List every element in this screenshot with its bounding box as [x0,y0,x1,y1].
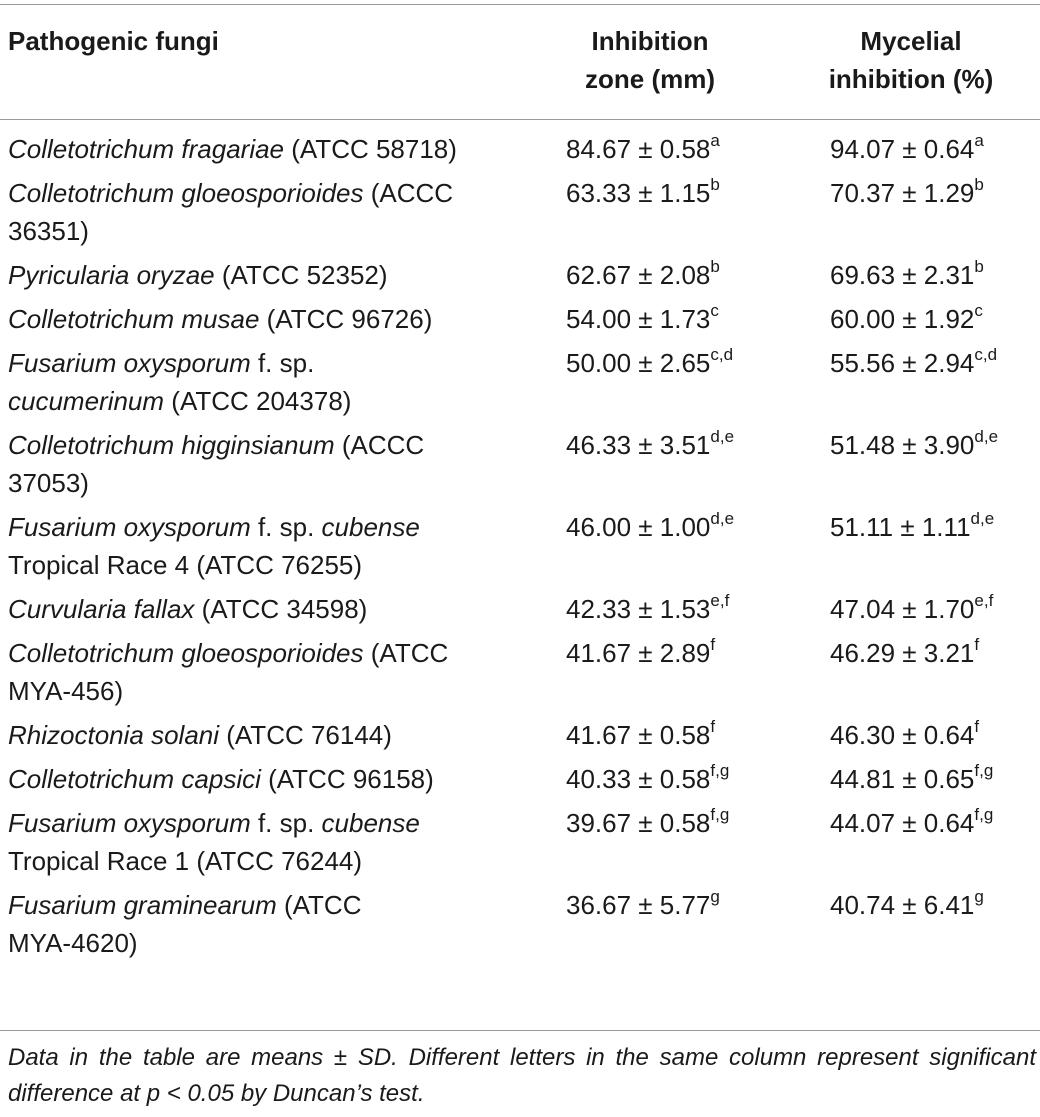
fungus-name: Fusarium oxysporum f. sp. cubense Tropica… [8,808,420,876]
zone-value: 41.67 ± 2.89f [566,635,716,668]
table-row: Fusarium graminearum (ATCC MYA-4620) 36.6… [0,884,1040,966]
table-row: Fusarium oxysporum f. sp. cubense Tropica… [0,802,1040,884]
zone-value: 63.33 ± 1.15b [566,175,720,208]
header-rule [0,119,1040,120]
mycelial-value: 51.48 ± 3.90d,e [830,427,999,460]
mycelial-value: 46.30 ± 0.64f [830,717,980,750]
table-footnote: Data in the table are means ± SD. Differ… [8,1044,1036,1107]
fungus-name: Fusarium graminearum (ATCC MYA-4620) [8,890,362,958]
fungus-name: Colletotrichum gloeosporioides (ATCC MYA-… [8,638,449,706]
fungus-name: Colletotrichum higginsianum (ACCC 37053) [8,430,425,498]
header-pathogenic-fungi: Pathogenic fungi [8,26,219,56]
mycelial-value: 44.81 ± 0.65f,g [830,761,994,794]
zone-value: 50.00 ± 2.65c,d [566,345,734,378]
header-inhibition-zone: Inhibition zone (mm) [585,26,715,94]
table-row: Pyricularia oryzae (ATCC 52352) 62.67 ± … [0,254,1040,298]
table-row: Rhizoctonia solani (ATCC 76144) 41.67 ± … [0,714,1040,758]
footer-rule [0,1030,1040,1031]
mycelial-value: 60.00 ± 1.92c [830,301,983,334]
fungus-name: Pyricularia oryzae (ATCC 52352) [8,260,388,290]
mycelial-value: 46.29 ± 3.21f [830,635,980,668]
mycelial-value: 94.07 ± 0.64a [830,131,984,164]
table-row: Colletotrichum fragariae (ATCC 58718) 84… [0,128,1040,172]
table-row: Curvularia fallax (ATCC 34598) 42.33 ± 1… [0,588,1040,632]
top-rule [0,4,1040,5]
table-row: Fusarium oxysporum f. sp. cucumerinum (AT… [0,342,1040,424]
fungus-name: Rhizoctonia solani (ATCC 76144) [8,720,392,750]
fungus-name: Fusarium oxysporum f. sp. cubense Tropica… [8,512,420,580]
table-row: Colletotrichum higginsianum (ACCC 37053) … [0,424,1040,506]
fungus-name: Colletotrichum fragariae (ATCC 58718) [8,134,457,164]
zone-value: 40.33 ± 0.58f,g [566,761,730,794]
zone-value: 39.67 ± 0.58f,g [566,805,730,838]
table-row: Colletotrichum gloeosporioides (ATCC MYA-… [0,632,1040,714]
fungus-name: Colletotrichum gloeosporioides (ACCC 3635… [8,178,454,246]
fungus-name: Curvularia fallax (ATCC 34598) [8,594,368,624]
mycelial-value: 51.11 ± 1.11d,e [830,509,995,542]
mycelial-value: 44.07 ± 0.64f,g [830,805,994,838]
fungus-name: Colletotrichum capsici (ATCC 96158) [8,764,434,794]
table-row: Colletotrichum musae (ATCC 96726) 54.00 … [0,298,1040,342]
zone-value: 42.33 ± 1.53e,f [566,591,730,624]
mycelial-value: 70.37 ± 1.29b [830,175,984,208]
table-row: Colletotrichum capsici (ATCC 96158) 40.3… [0,758,1040,802]
mycelial-value: 55.56 ± 2.94c,d [830,345,998,378]
mycelial-value: 40.74 ± 6.41g [830,887,984,920]
zone-value: 62.67 ± 2.08b [566,257,720,290]
fungus-name: Fusarium oxysporum f. sp. cucumerinum (AT… [8,348,352,416]
zone-value: 41.67 ± 0.58f [566,717,716,750]
zone-value: 36.67 ± 5.77g [566,887,720,920]
zone-value: 46.00 ± 1.00d,e [566,509,735,542]
zone-value: 54.00 ± 1.73c [566,301,719,334]
zone-value: 46.33 ± 3.51d,e [566,427,735,460]
header-mycelial-inhibition: Mycelial inhibition (%) [828,26,994,94]
mycelial-value: 69.63 ± 2.31b [830,257,984,290]
table-row: Colletotrichum gloeosporioides (ACCC 3635… [0,172,1040,254]
fungus-name: Colletotrichum musae (ATCC 96726) [8,304,433,334]
data-table: Colletotrichum fragariae (ATCC 58718) 84… [0,128,1040,966]
mycelial-value: 47.04 ± 1.70e,f [830,591,994,624]
zone-value: 84.67 ± 0.58a [566,131,720,164]
table-row: Fusarium oxysporum f. sp. cubense Tropica… [0,506,1040,588]
